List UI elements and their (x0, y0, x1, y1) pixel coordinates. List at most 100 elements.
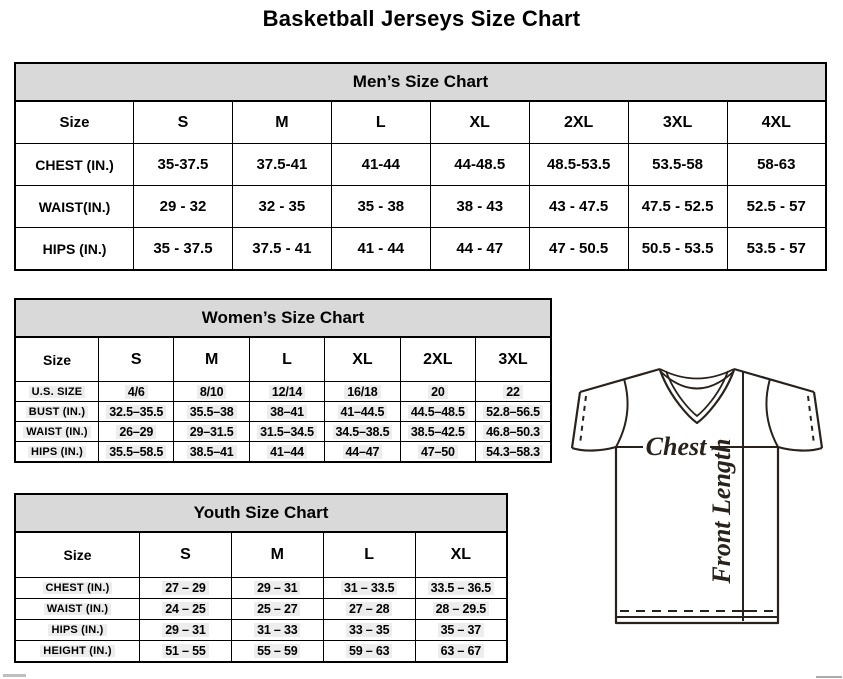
measurement-value-text: 47.5 - 52.5 (641, 198, 714, 215)
measurement-value: 35-37.5 (133, 143, 233, 186)
measurement-value: 37.5 - 41 (231, 227, 332, 271)
measurement-value: 32.5–35.5 (97, 401, 175, 422)
measurement-value: 41-44 (330, 143, 431, 186)
jersey-collar-back-arc (659, 368, 735, 380)
measurement-label-text: CHEST (IN.) (35, 156, 114, 173)
size-corner-header: Size (14, 336, 99, 382)
size-column-header: M (231, 100, 332, 144)
size-column-header-text: L (282, 350, 292, 368)
measurement-value: 29 – 31 (230, 577, 324, 599)
measurement-label: U.S. SIZE (14, 381, 99, 402)
size-column-header: S (97, 336, 175, 382)
horizontal-scrollbar-fragment-right[interactable] (816, 676, 842, 678)
measurement-row: CHEST (IN.) 35-37.5 37.5-41 41-44 44-48.5 48.… (14, 143, 827, 186)
size-header-row: Size S M L XL 2XL 3XL (14, 336, 552, 382)
measurement-row: HIPS (IN.) 29 – 31 31 – 33 33 – 35 35 – 37 (14, 619, 508, 641)
measurement-value: 34.5–38.5 (324, 421, 401, 442)
measurement-value-text: 41 - 44 (357, 240, 405, 257)
measurement-value-text: 33 – 35 (346, 623, 393, 637)
measurement-value-text: 41–44 (267, 444, 307, 459)
front-length-label: Front Length (707, 438, 736, 584)
measurement-value-text: 22 (503, 384, 523, 399)
size-column-header: 2XL (399, 336, 477, 382)
size-column-header-text: XL (352, 350, 373, 368)
measurement-row: HIPS (IN.) 35.5–58.5 38.5–41 41–44 44–47 47–5… (14, 441, 552, 463)
measurement-value: 31 – 33.5 (322, 577, 416, 599)
horizontal-scrollbar-fragment-left[interactable] (3, 674, 26, 677)
size-corner-header-text: Size (63, 547, 92, 563)
measurement-value-text: 32.5–35.5 (106, 404, 167, 419)
measurement-value-text: 54.3–58.3 (483, 444, 543, 459)
measurement-value-text: 26–29 (116, 424, 157, 439)
size-column-header-text: 2XL (423, 350, 453, 368)
measurement-value-text: 44-48.5 (454, 156, 506, 173)
womens-size-chart-section: Women’s Size Chart Size S M L XL 2XL 3XL U.S. S… (14, 298, 552, 463)
measurement-value-text: 35.5–58.5 (106, 444, 167, 459)
size-column-header: 2XL (528, 100, 629, 144)
measurement-value-text: 35-37.5 (157, 156, 209, 173)
measurement-row: HIPS (IN.) 35 - 37.5 37.5 - 41 41 - 44 44 - … (14, 227, 827, 271)
size-column-header: 4XL (726, 100, 827, 144)
measurement-label: HIPS (IN.) (14, 619, 140, 641)
measurement-value: 26–29 (97, 421, 175, 442)
measurement-value: 52.5 - 57 (726, 185, 827, 228)
measurement-value: 41–44 (248, 441, 326, 463)
jersey-right-cuff-dashed-seam (807, 395, 815, 445)
measurement-value: 31.5–34.5 (248, 421, 326, 442)
size-column-header-text: L (364, 546, 375, 563)
measurement-value-text: 44.5–48.5 (407, 404, 468, 419)
measurement-value: 63 – 67 (414, 640, 508, 663)
measurement-value-text: 37.5-41 (256, 156, 308, 173)
measurement-label: HEIGHT (IN.) (14, 640, 140, 663)
measurement-value-text: 29–31.5 (186, 424, 237, 439)
measurement-value-text: 31 – 33.5 (341, 581, 398, 595)
measurement-value: 24 – 25 (139, 598, 232, 620)
jersey-vneck-inner-line (665, 370, 729, 417)
size-column-header: 3XL (475, 336, 552, 382)
measurement-value: 53.5-58 (627, 143, 728, 186)
size-corner-header-text: Size (59, 114, 90, 131)
measurement-value-text: 29 – 31 (254, 581, 301, 595)
measurement-label: WAIST (IN.) (14, 598, 140, 620)
size-column-header-text: M (204, 350, 219, 368)
measurement-value-text: 32 - 35 (258, 198, 306, 215)
measurement-value-text: 37.5 - 41 (252, 240, 312, 257)
measurement-value: 44.5–48.5 (399, 401, 477, 422)
measurement-label-text: BUST (IN.) (25, 405, 89, 418)
measurement-value-text: 43 - 47.5 (549, 198, 609, 215)
mens-chart-title: Men’s Size Chart (14, 62, 827, 100)
jersey-left-armhole-seam (615, 378, 629, 448)
size-column-header: XL (414, 531, 508, 578)
measurement-value-text: 59 – 63 (346, 644, 393, 658)
measurement-value: 25 – 27 (230, 598, 324, 620)
measurement-value-text: 35 - 38 (357, 198, 405, 215)
measurement-value-text: 63 – 67 (437, 644, 484, 658)
measurement-label: WAIST (IN.) (14, 421, 99, 442)
measurement-value-text: 20 (428, 384, 448, 399)
measurement-value: 16/18 (324, 381, 401, 402)
size-column-header: M (173, 336, 250, 382)
jersey-left-cuff-dashed-seam (579, 395, 587, 445)
measurement-value-text: 35 - 37.5 (153, 240, 213, 257)
measurement-value: 4/6 (97, 381, 175, 402)
measurement-value: 50.5 - 53.5 (627, 227, 728, 271)
measurement-value-text: 27 – 29 (162, 581, 209, 595)
measurement-value-text: 34.5–38.5 (332, 424, 393, 439)
measurement-value: 47–50 (399, 441, 477, 463)
size-header-row: Size S M L XL (14, 531, 508, 578)
measurement-row: WAIST (IN.) 26–29 29–31.5 31.5–34.5 34.5–38.… (14, 421, 552, 442)
size-column-header: XL (429, 100, 530, 144)
size-column-header-text: XL (469, 113, 490, 131)
measurement-value-text: 52.8–56.5 (483, 404, 543, 419)
measurement-value-text: 35.5–38 (186, 404, 237, 419)
jersey-right-shoulder-edge (733, 367, 815, 394)
measurement-row: WAIST (IN.) 24 – 25 25 – 27 27 – 28 28 – 29.… (14, 598, 508, 620)
measurement-value: 12/14 (248, 381, 326, 402)
jersey-right-sleeve-underside (777, 445, 823, 452)
size-column-header: M (230, 531, 324, 578)
size-corner-header-text: Size (42, 351, 71, 368)
size-corner-header: Size (14, 531, 140, 578)
youth-size-chart-section: Youth Size Chart Size S M L XL CHEST (IN.) 27 … (14, 493, 508, 663)
measurement-value: 41–44.5 (324, 401, 401, 422)
size-column-header-text: M (270, 546, 284, 563)
